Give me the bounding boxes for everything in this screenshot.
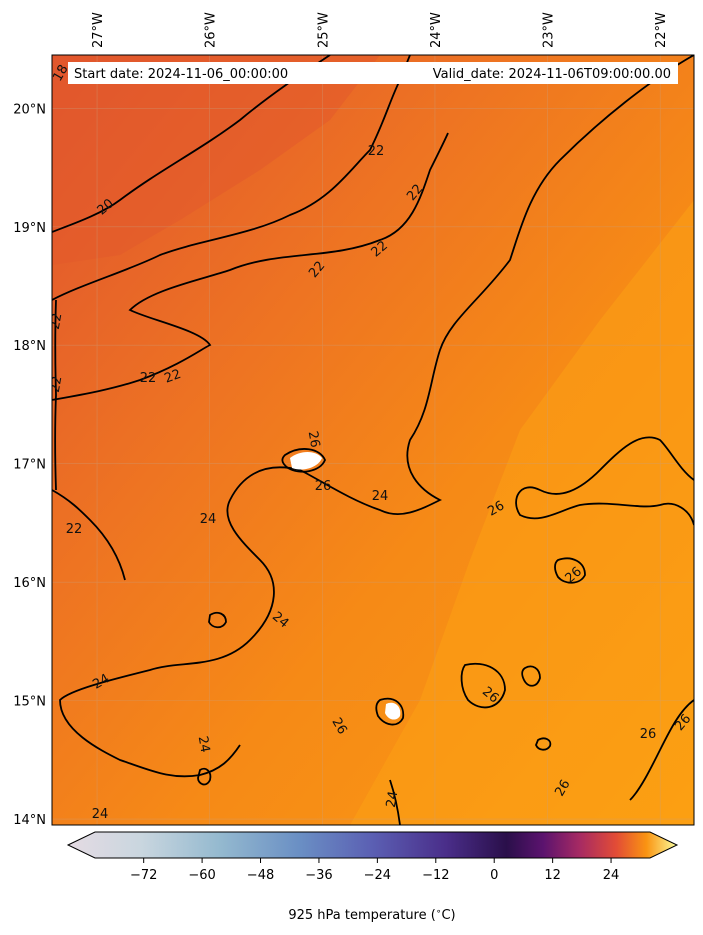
temperature-cool-band bbox=[52, 55, 380, 265]
contour-label: 24 bbox=[195, 735, 213, 754]
contour-26-south bbox=[629, 699, 694, 801]
map-frame bbox=[51, 54, 695, 826]
colorbar-tick-label: −60 bbox=[188, 868, 215, 883]
colorbar-tick-label: 0 bbox=[490, 868, 498, 883]
latitude-label: 19°N bbox=[13, 221, 46, 236]
contour-24-main bbox=[59, 55, 694, 778]
contour-label: 26 bbox=[328, 715, 349, 737]
contour-label: 22 bbox=[48, 375, 66, 394]
contour-label: 26 bbox=[640, 727, 657, 742]
longitude-label: 26°W bbox=[204, 12, 219, 48]
contour-island-4 bbox=[554, 557, 586, 584]
contour-24-west bbox=[52, 489, 126, 581]
temperature-warm-region bbox=[350, 200, 694, 825]
contour-island-1 bbox=[281, 448, 326, 473]
contour-island-5 bbox=[521, 665, 541, 687]
colorbar-tick-label: 12 bbox=[544, 868, 561, 883]
colorbar-tick-label: −72 bbox=[130, 868, 157, 883]
contour-label: 26 bbox=[552, 777, 573, 799]
latitude-label: 15°N bbox=[13, 695, 46, 710]
contour-label: 24 bbox=[372, 489, 389, 504]
longitude-label: 22°W bbox=[654, 12, 669, 48]
contour-label: 22 bbox=[48, 312, 66, 331]
contour-island-6 bbox=[535, 737, 552, 751]
contour-island-7 bbox=[208, 611, 227, 629]
contour-island-3 bbox=[375, 697, 405, 726]
island-mask-1 bbox=[290, 452, 322, 470]
contour-label: 22 bbox=[368, 144, 385, 159]
longitude-labels: 27°W 26°W 25°W 24°W 23°W 22°W bbox=[91, 12, 669, 48]
contour-label: 22 bbox=[140, 371, 157, 386]
longitude-label: 23°W bbox=[542, 12, 557, 48]
latitude-label: 14°N bbox=[13, 813, 46, 828]
contour-22-mid bbox=[52, 132, 449, 401]
colorbar-tick-label: −36 bbox=[305, 868, 332, 883]
longitude-label: 25°W bbox=[316, 12, 331, 48]
contour-label: 24 bbox=[384, 790, 402, 809]
contour-26-east bbox=[515, 436, 694, 526]
colorbar-ticks: −72 −60 −48 −36 −24 −12 0 12 24 bbox=[130, 858, 619, 883]
start-date-label: Start date: 2024-11-06_00:00:00 bbox=[74, 67, 288, 82]
colorbar-tick-label: 24 bbox=[603, 868, 620, 883]
contour-label: 24 bbox=[90, 671, 112, 692]
contour-22-west bbox=[54, 299, 57, 491]
colorbar: −72 −60 −48 −36 −24 −12 0 12 24 925 hPa temperat… bbox=[66, 831, 679, 923]
colorbar-body bbox=[66, 831, 679, 859]
contour-label: 24 bbox=[200, 512, 217, 527]
colorbar-label: 925 hPa temperature (∘C) bbox=[288, 907, 455, 923]
island-mask-2 bbox=[385, 702, 401, 720]
colorbar-tick-label: −48 bbox=[247, 868, 274, 883]
latitude-labels: 20°N 19°N 18°N 17°N 16°N 15°N 14°N bbox=[13, 102, 46, 828]
latitude-label: 16°N bbox=[13, 576, 46, 591]
contour-label: 26 bbox=[485, 498, 507, 519]
longitude-label: 27°W bbox=[91, 12, 106, 48]
latitude-label: 20°N bbox=[13, 102, 46, 117]
latitude-label: 17°N bbox=[13, 458, 46, 473]
contour-label: 22 bbox=[162, 367, 183, 387]
valid-date-label: Valid_date: 2024-11-06T09:00:00.00 bbox=[433, 67, 671, 82]
contour-lines bbox=[52, 55, 694, 825]
longitude-label: 24°W bbox=[429, 12, 444, 48]
contour-label: 26 bbox=[315, 479, 332, 494]
colorbar-tick-label: −24 bbox=[364, 868, 391, 883]
contour-label: 22 bbox=[66, 522, 83, 537]
contour-label: 26 bbox=[305, 430, 323, 449]
contour-island-8 bbox=[197, 767, 212, 786]
contour-island-2 bbox=[460, 662, 506, 709]
contour-label: 24 bbox=[92, 807, 109, 822]
contour-24-south bbox=[389, 779, 401, 825]
contour-20 bbox=[52, 55, 331, 233]
contour-22-north bbox=[52, 55, 411, 301]
latitude-label: 18°N bbox=[13, 339, 46, 354]
info-box bbox=[68, 62, 678, 84]
colorbar-tick-label: −12 bbox=[422, 868, 449, 883]
